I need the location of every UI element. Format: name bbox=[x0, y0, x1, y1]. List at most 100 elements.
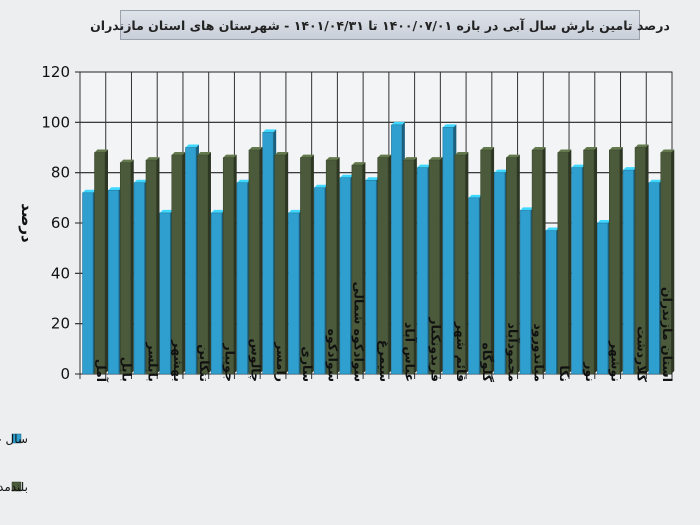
x-category-label: سیمرغ bbox=[377, 340, 392, 382]
bar-long-term bbox=[300, 157, 312, 375]
bar-top bbox=[557, 149, 572, 153]
chart-title: درصد تامین بارش سال آبی در بازه ۱۴۰۰/۰۷/… bbox=[90, 17, 670, 33]
x-category-label: کلاردشت bbox=[634, 326, 649, 383]
bar-side bbox=[619, 147, 623, 374]
x-category-label: استان مازندران bbox=[660, 287, 675, 382]
bar-long-term bbox=[274, 154, 286, 375]
bar-side bbox=[542, 147, 546, 374]
bar-side bbox=[259, 147, 263, 374]
bar-side bbox=[439, 157, 443, 374]
bar-long-term bbox=[222, 157, 234, 375]
bar-side bbox=[362, 162, 366, 374]
bar-current-year bbox=[236, 182, 248, 375]
bar-current-year bbox=[185, 147, 197, 375]
bar-top bbox=[571, 164, 586, 168]
bar-top bbox=[171, 152, 186, 156]
bar-top bbox=[391, 121, 405, 125]
bar-long-term bbox=[351, 164, 363, 375]
x-category-label: بابلسر bbox=[145, 341, 160, 382]
bar-top bbox=[314, 184, 328, 188]
bar-current-year bbox=[288, 212, 300, 375]
x-category-label: نوشهر bbox=[609, 340, 624, 382]
bar-top bbox=[108, 187, 122, 191]
bar-current-year bbox=[468, 197, 480, 375]
bar-top bbox=[403, 157, 417, 161]
bar-side bbox=[594, 147, 598, 374]
bar-current-year bbox=[365, 179, 377, 375]
x-category-label: نور bbox=[583, 361, 598, 382]
bar-side bbox=[310, 154, 314, 374]
bar-long-term bbox=[94, 152, 106, 375]
bar-top bbox=[648, 179, 663, 183]
bar-top bbox=[236, 179, 251, 183]
legend-label: بلندمدت bbox=[0, 480, 28, 494]
bar-top bbox=[159, 209, 174, 213]
bar-top bbox=[506, 154, 520, 158]
bar-current-year bbox=[210, 212, 222, 375]
y-tick-label: 120 bbox=[41, 63, 70, 81]
bar-top bbox=[274, 152, 289, 156]
bar-top bbox=[262, 129, 277, 133]
bar-top bbox=[365, 177, 380, 181]
bar-side bbox=[156, 157, 160, 374]
bar-long-term bbox=[197, 154, 209, 375]
bar-long-term bbox=[557, 152, 569, 375]
bar-current-year bbox=[391, 124, 403, 375]
bar-long-term bbox=[480, 149, 492, 375]
x-category-label: نکا bbox=[557, 365, 572, 382]
x-category-label: چالوس bbox=[248, 339, 263, 382]
x-category-label: سوادکوه شمالی bbox=[351, 282, 366, 382]
bar-long-term bbox=[531, 149, 543, 375]
bar-top bbox=[339, 174, 354, 178]
bar-side bbox=[336, 157, 340, 374]
bar-top bbox=[635, 144, 649, 148]
bar-long-term bbox=[583, 149, 595, 375]
bar-side bbox=[207, 152, 211, 374]
bar-side bbox=[568, 149, 572, 374]
bar-long-term bbox=[428, 159, 440, 375]
bar-side bbox=[491, 147, 495, 374]
bar-side bbox=[182, 152, 186, 374]
bar-long-term bbox=[171, 154, 183, 375]
bar-long-term bbox=[377, 157, 389, 375]
x-category-label: ساری bbox=[300, 346, 315, 382]
y-tick-label: 80 bbox=[51, 164, 70, 182]
bar-top bbox=[545, 227, 560, 231]
x-category-label: آمل bbox=[94, 359, 109, 383]
bar-long-term bbox=[609, 149, 621, 375]
bar-side bbox=[388, 154, 392, 374]
bar-current-year bbox=[82, 192, 94, 375]
bar-top bbox=[417, 164, 431, 168]
bar-top bbox=[429, 157, 443, 161]
bar-long-term bbox=[660, 152, 672, 375]
bar-top bbox=[223, 154, 237, 158]
bar-long-term bbox=[634, 147, 646, 375]
bar-top bbox=[609, 147, 623, 151]
legend-swatch bbox=[11, 481, 22, 492]
bar-top bbox=[211, 209, 225, 213]
legend-label: سال جاری bbox=[0, 432, 28, 447]
bar-long-term bbox=[145, 159, 157, 375]
bar-top bbox=[288, 209, 302, 213]
legend-swatch bbox=[11, 433, 22, 444]
bar-top bbox=[145, 157, 160, 161]
bar-long-term bbox=[119, 162, 131, 375]
bar-top bbox=[185, 144, 199, 148]
bar-current-year bbox=[133, 182, 145, 375]
bar-current-year bbox=[622, 169, 634, 375]
bar-top bbox=[133, 179, 148, 183]
bar-top bbox=[454, 152, 469, 156]
bar-side bbox=[233, 154, 237, 374]
bar-long-term bbox=[506, 157, 518, 375]
y-tick-label: 0 bbox=[60, 365, 70, 383]
bar-side bbox=[105, 149, 108, 374]
bar-top bbox=[94, 149, 108, 153]
bar-current-year bbox=[494, 172, 506, 375]
bar-top bbox=[248, 147, 263, 151]
x-category-label: تنکابن bbox=[197, 344, 212, 382]
x-category-label: قائم شهر bbox=[454, 321, 469, 382]
chart-title-box: درصد تامین بارش سال آبی در بازه ۱۴۰۰/۰۷/… bbox=[90, 10, 670, 40]
bar-side bbox=[130, 159, 134, 374]
y-tick-label: 20 bbox=[51, 315, 70, 333]
